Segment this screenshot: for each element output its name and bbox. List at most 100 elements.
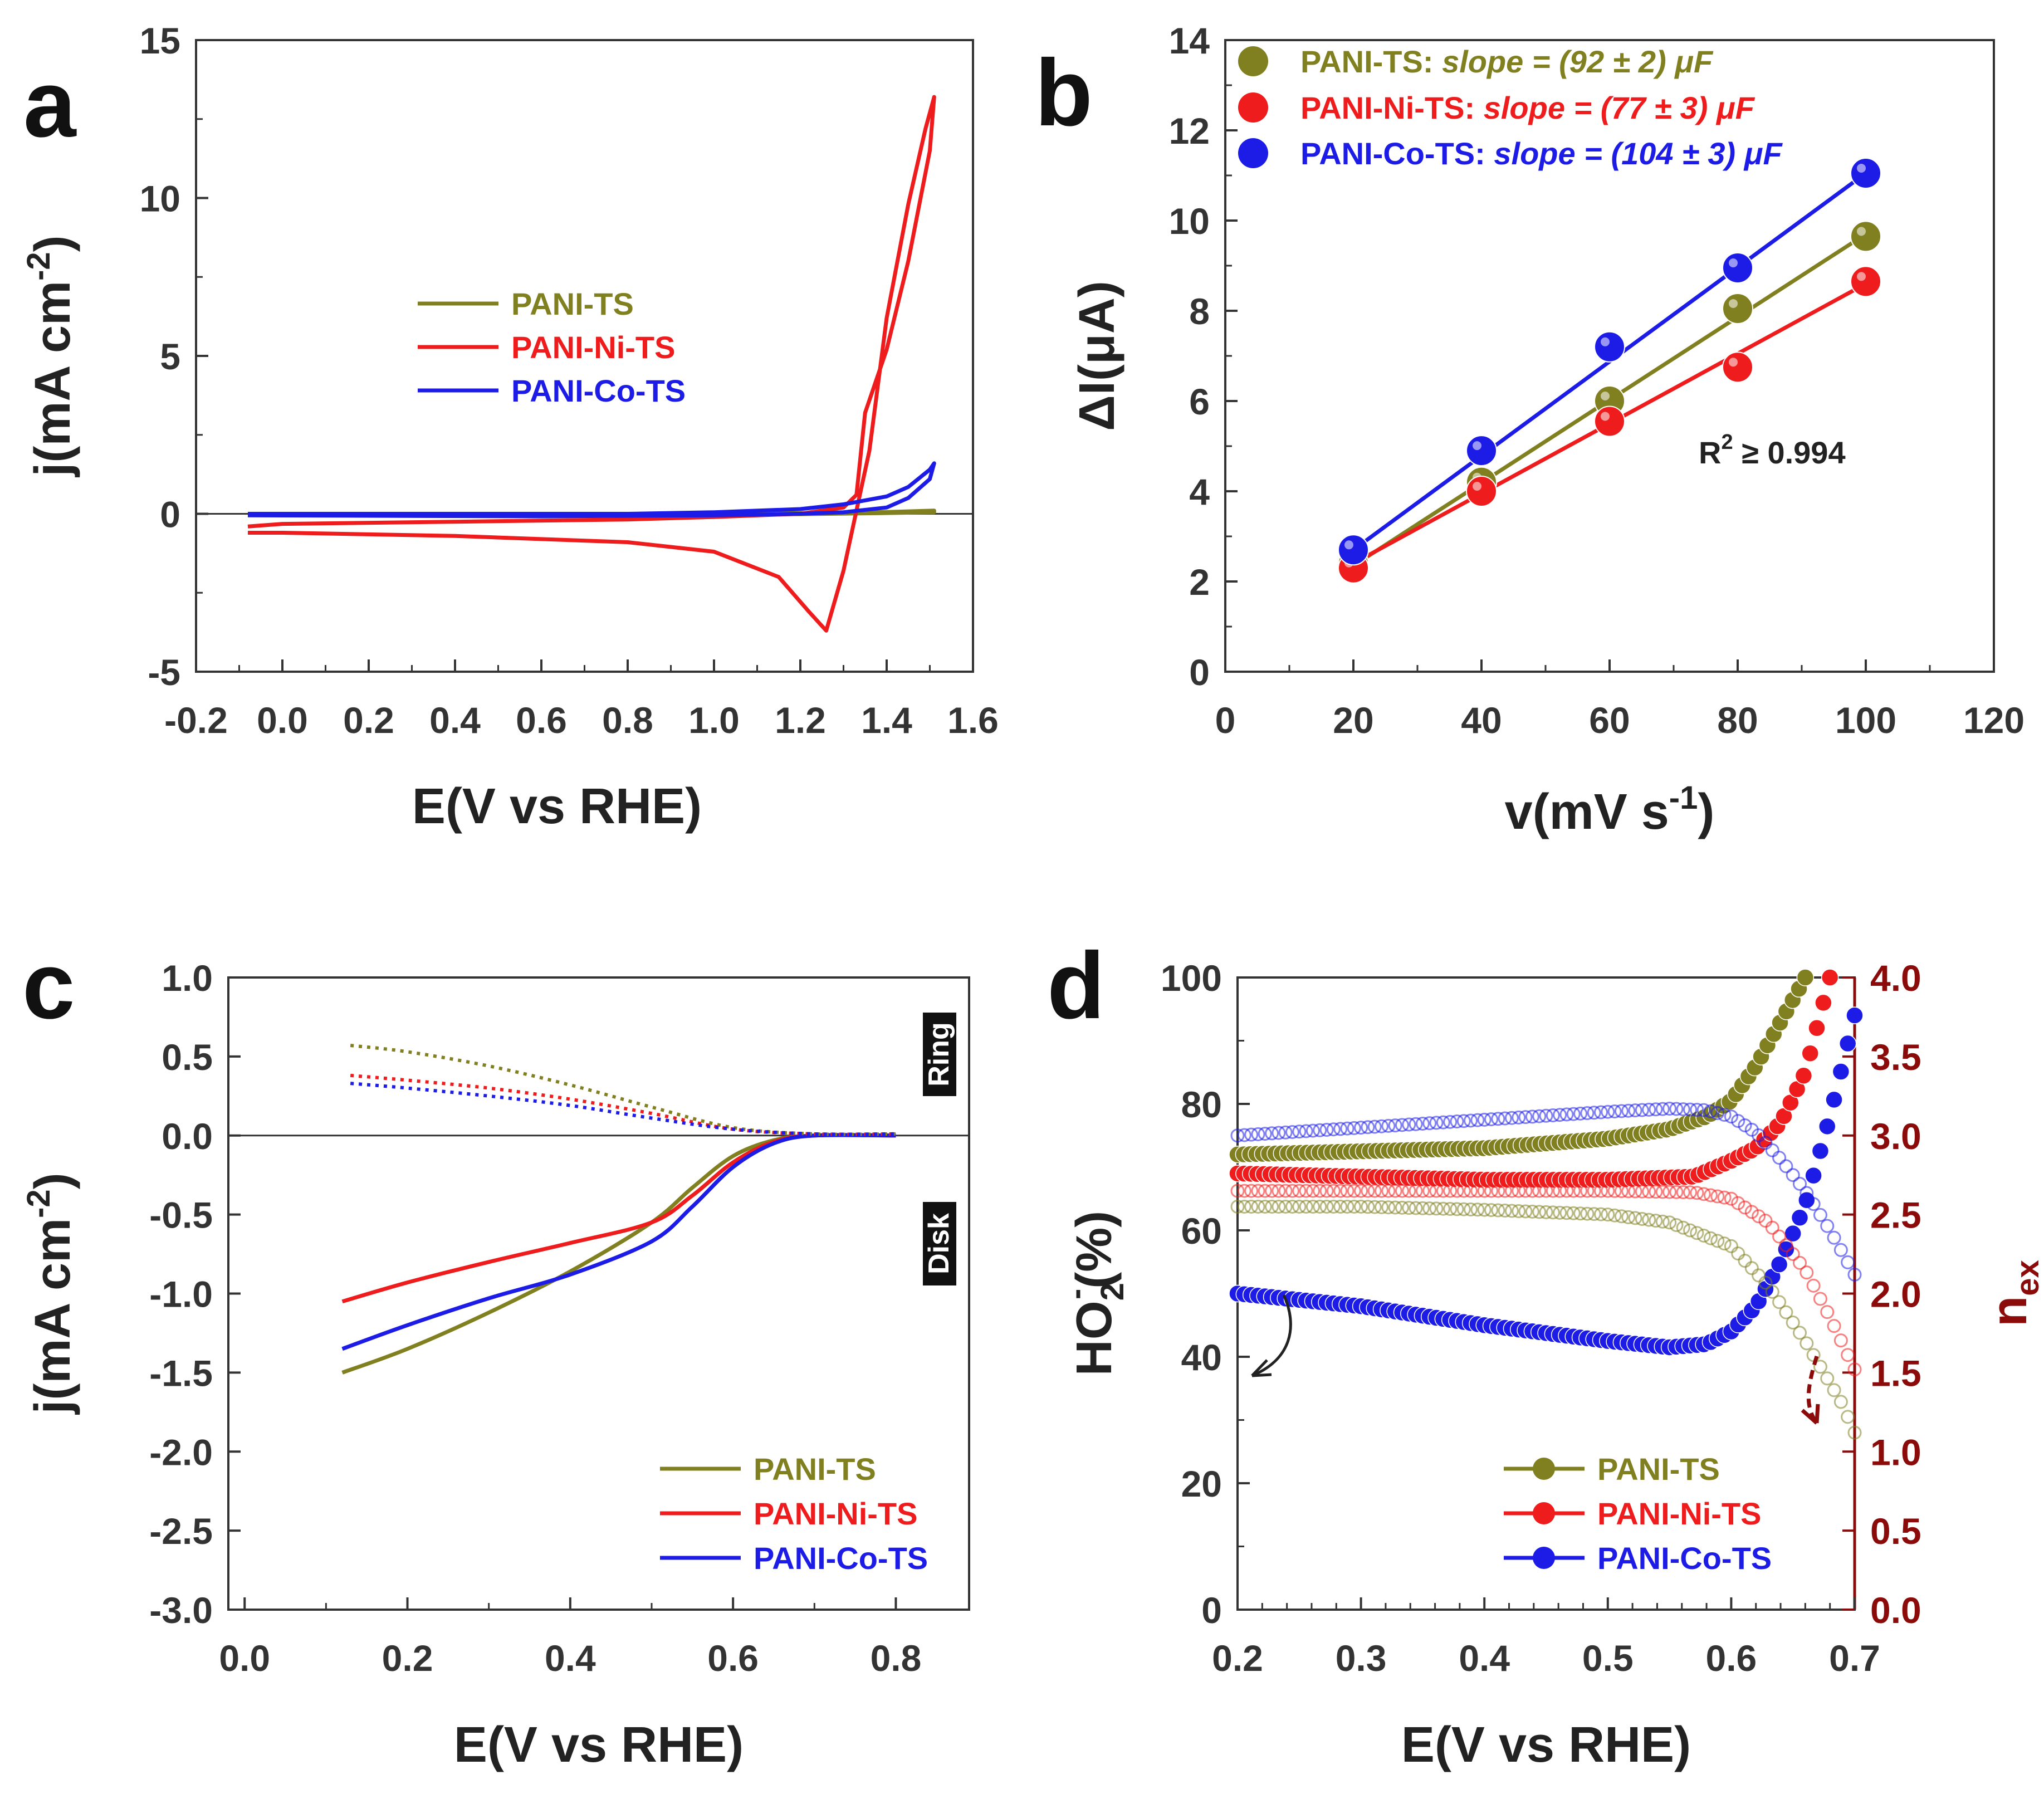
marker-open-pani-co-ts — [1635, 1103, 1649, 1117]
right-y-tick-label: 0.0 — [1870, 1590, 1921, 1631]
x-tick-label: 0.0 — [219, 1637, 270, 1679]
marker-open-pani-co-ts — [1525, 1109, 1539, 1124]
x-tick-label: 0.6 — [1706, 1637, 1757, 1679]
marker-open-pani-co-ts — [1731, 1114, 1745, 1128]
y-tick-label: -1.5 — [149, 1352, 213, 1394]
marker-open-pani-ni-ts — [1333, 1184, 1348, 1198]
marker-open-pani-co-ts — [1793, 1176, 1807, 1191]
ring-label: Ring — [923, 1013, 956, 1096]
marker-open-pani-co-ts — [1409, 1117, 1423, 1131]
marker-open-pani-ni-ts — [1717, 1190, 1732, 1205]
x-tick-label: 1.4 — [861, 700, 912, 741]
marker-open-pani-co-ts — [1703, 1104, 1718, 1118]
legend-label-pani-ts: PANI-TS: slope = (92 ± 2) μF — [1300, 44, 1714, 79]
data-point-highlight — [1857, 227, 1866, 236]
ring-current-pani-ni-ts — [350, 1073, 896, 1136]
right-y-tick-label: 1.0 — [1870, 1431, 1921, 1473]
x-tick-label: 0.8 — [871, 1637, 922, 1679]
panel-d-legend: PANI-TS PANI-Ni-TS PANI-Co-TS — [1504, 1451, 1772, 1576]
marker-open-pani-co-ts — [1443, 1114, 1458, 1129]
marker-open-pani-co-ts — [1669, 1102, 1684, 1116]
marker-open-pani-ni-ts — [1580, 1184, 1595, 1198]
data-point-pani-ts — [1850, 221, 1881, 252]
y-tick-label: 5 — [160, 336, 180, 377]
marker-open-pani-ts — [1518, 1204, 1533, 1219]
marker-open-pani-ts — [1470, 1202, 1485, 1217]
panel-label-c: c — [22, 933, 75, 1039]
marker-open-pani-co-ts — [1319, 1123, 1334, 1137]
marker-open-pani-co-ts — [1614, 1104, 1629, 1118]
marker-open-pani-co-ts — [1559, 1107, 1574, 1122]
marker-open-pani-ni-ts — [1313, 1184, 1327, 1198]
marker-open-pani-ni-ts — [1532, 1184, 1547, 1198]
marker-open-pani-ts — [1587, 1207, 1601, 1221]
marker-open-pani-co-ts — [1244, 1127, 1259, 1142]
marker-open-pani-ts — [1443, 1202, 1458, 1216]
data-point-pani-co-ts — [1722, 252, 1753, 284]
marker-open-pani-ni-ts — [1484, 1184, 1499, 1198]
y-tick-label: -0.5 — [149, 1195, 213, 1236]
marker-open-pani-ts — [1292, 1199, 1307, 1214]
marker-open-pani-co-ts — [1456, 1114, 1471, 1128]
marker-open-pani-ni-ts — [1230, 1184, 1245, 1198]
marker-open-pani-ni-ts — [1621, 1184, 1636, 1199]
marker-open-pani-co-ts — [1847, 1267, 1862, 1282]
panel-c-legend: PANI-TS PANI-Ni-TS PANI-Co-TS — [660, 1451, 928, 1576]
marker-open-pani-ni-ts — [1285, 1184, 1299, 1198]
marker-open-pani-co-ts — [1649, 1102, 1663, 1117]
marker-open-pani-ni-ts — [1292, 1184, 1307, 1198]
marker-open-pani-co-ts — [1285, 1125, 1299, 1139]
marker-open-pani-co-ts — [1833, 1243, 1848, 1257]
x-tick-label: 0.2 — [343, 700, 394, 741]
marker-open-pani-co-ts — [1696, 1103, 1711, 1117]
marker-open-pani-co-ts — [1628, 1103, 1642, 1118]
marker-open-pani-ni-ts — [1402, 1184, 1416, 1198]
marker-open-pani-ts — [1539, 1205, 1553, 1219]
marker-open-pani-ni-ts — [1436, 1184, 1450, 1198]
right-y-tick-label: 4.0 — [1870, 957, 1921, 999]
marker-open-pani-ni-ts — [1409, 1184, 1423, 1198]
left-axis-arrowhead — [1251, 1359, 1272, 1377]
marker-open-pani-ni-ts — [1354, 1184, 1368, 1198]
marker-open-pani-co-ts — [1305, 1123, 1320, 1138]
marker-open-pani-ts — [1285, 1199, 1299, 1214]
marker-open-pani-ts — [1847, 1425, 1862, 1440]
marker-pani-co-ts — [1846, 1006, 1864, 1024]
marker-open-pani-co-ts — [1813, 1208, 1827, 1222]
marker-open-pani-ts — [1621, 1210, 1636, 1224]
legend-label-pani-ni-ts: PANI-Ni-TS: slope = (77 ± 3) μF — [1300, 90, 1756, 125]
marker-open-pani-co-ts — [1450, 1114, 1464, 1129]
marker-open-pani-ni-ts — [1731, 1196, 1745, 1210]
y-tick-label: 0 — [1201, 1590, 1222, 1631]
marker-open-pani-ts — [1326, 1199, 1341, 1214]
x-tick-label: 0.4 — [429, 700, 481, 741]
marker-open-pani-ts — [1415, 1201, 1430, 1215]
right-y-tick-label: 1.5 — [1870, 1352, 1921, 1394]
marker-open-pani-co-ts — [1361, 1120, 1375, 1135]
x-tick-label: 100 — [1835, 700, 1896, 741]
marker-open-pani-ni-ts — [1690, 1186, 1704, 1200]
marker-open-pani-ni-ts — [1464, 1184, 1478, 1198]
y-tick-label: 40 — [1181, 1337, 1222, 1378]
right-axis-arrow — [1806, 1355, 1819, 1425]
marker-open-pani-co-ts — [1278, 1125, 1293, 1140]
marker-open-pani-ni-ts — [1272, 1184, 1286, 1198]
marker-open-pani-co-ts — [1607, 1104, 1622, 1119]
marker-open-pani-co-ts — [1313, 1123, 1327, 1137]
marker-open-pani-co-ts — [1484, 1112, 1499, 1127]
marker-open-pani-ni-ts — [1470, 1184, 1485, 1198]
data-point-pani-ni-ts — [1594, 405, 1625, 437]
marker-open-pani-ni-ts — [1703, 1188, 1718, 1202]
marker-open-pani-ts — [1573, 1206, 1588, 1221]
marker-open-pani-ts — [1258, 1199, 1272, 1214]
marker-open-pani-ni-ts — [1833, 1333, 1848, 1348]
x-tick-label: 0.2 — [382, 1637, 433, 1679]
panel-c: c 0.0 0.2 0.4 0.6 0.8 -3.0 -2.5 -2.0 -1.5 -1.0 -0.… — [21, 933, 970, 1773]
marker-open-pani-ni-ts — [1244, 1184, 1259, 1198]
data-point-highlight — [1729, 299, 1738, 308]
marker-open-pani-ts — [1717, 1236, 1732, 1251]
marker-open-pani-ts — [1498, 1204, 1512, 1218]
marker-open-pani-co-ts — [1546, 1108, 1560, 1122]
marker-open-pani-co-ts — [1388, 1118, 1402, 1133]
marker-open-pani-ts — [1409, 1201, 1423, 1215]
